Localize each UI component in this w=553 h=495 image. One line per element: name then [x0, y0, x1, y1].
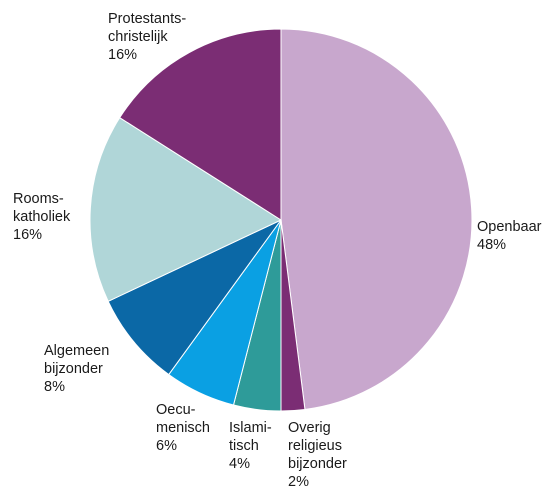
- slice-category-label: christelijk: [108, 29, 168, 45]
- slice-value-label: 4%: [229, 456, 250, 472]
- slice-value-label: 16%: [108, 47, 137, 63]
- slice-category-label: Protestants-: [108, 11, 186, 27]
- pie-labels: Openbaar 48% Overig religieus bijzonder 2% Isl…: [13, 11, 542, 490]
- slice-label-3: Islami-tisch 4%: [229, 420, 272, 472]
- slice-label-2: Overig religieus bijzonder 2%: [288, 420, 347, 490]
- slice-category-label: bijzonder: [288, 456, 347, 472]
- slice-category-label: katholiek: [13, 209, 71, 225]
- slice-value-label: 2%: [288, 474, 309, 490]
- slice-category-label: Islami-: [229, 420, 272, 436]
- slice-category-label: Algemeen: [44, 343, 109, 359]
- slice-category-label: Oecu-: [156, 402, 196, 418]
- slice-category-label: religieus: [288, 438, 342, 454]
- pie-slices: [89, 28, 473, 412]
- slice-category-label: tisch: [229, 438, 259, 454]
- slice-label-7: Protestants-christelijk 16%: [108, 11, 186, 63]
- slice-value-label: 48%: [477, 237, 506, 253]
- slice-category-label: menisch: [156, 420, 210, 436]
- slice-label-4: Oecu-menisch 6%: [156, 402, 210, 454]
- slice-label-5: Algemeen bijzonder 8%: [44, 343, 109, 395]
- slice-label-1: Openbaar 48%: [477, 219, 542, 253]
- slice-category-label: bijzonder: [44, 361, 103, 377]
- slice-category-label: Rooms-: [13, 191, 64, 207]
- slice-category-label: Openbaar: [477, 219, 542, 235]
- slice-value-label: 6%: [156, 438, 177, 454]
- slice-value-label: 16%: [13, 227, 42, 243]
- slice-category-label: Overig: [288, 420, 331, 436]
- slice-label-6: Rooms-katholiek 16%: [13, 191, 71, 243]
- pie-slice-6: [89, 116, 283, 302]
- pie-slice-7: [119, 28, 282, 221]
- slice-value-label: 8%: [44, 379, 65, 395]
- pie-slice-5: [107, 219, 282, 376]
- pie-slice-1: [280, 28, 473, 411]
